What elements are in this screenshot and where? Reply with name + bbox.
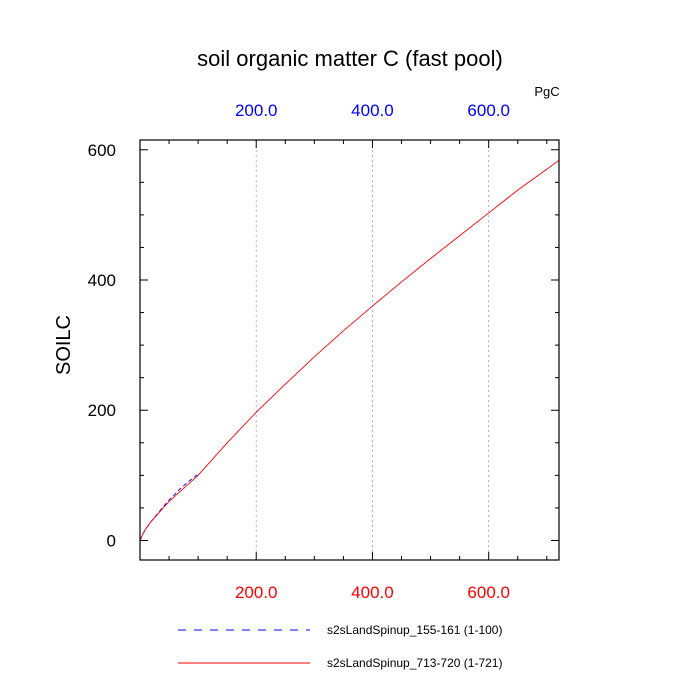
x-tick-label-bottom: 600.0: [467, 583, 510, 602]
y-axis-label: SOILC: [53, 315, 75, 375]
units-label: PgC: [534, 84, 559, 99]
y-tick-label: 200: [88, 401, 116, 420]
x-tick-label-top: 400.0: [351, 101, 394, 120]
x-tick-label-top: 200.0: [235, 101, 278, 120]
tick-labels: 200.0 400.0 600.0 200.0 400.0 600.0 0 200 400 600: [88, 101, 510, 602]
axis-ticks: [140, 140, 559, 560]
series-line-1: [139, 473, 199, 541]
x-tick-label-top: 600.0: [467, 101, 510, 120]
y-tick-label: 400: [88, 271, 116, 290]
plot-frame: [139, 139, 560, 561]
x-tick-label-bottom: 200.0: [235, 583, 278, 602]
series-line-2: [139, 159, 560, 541]
legend: s2sLandSpinup_155-161 (1-100) s2sLandSpi…: [178, 623, 502, 670]
series-lines: [139, 159, 560, 541]
y-tick-label: 600: [88, 141, 116, 160]
grid-lines: [255, 140, 490, 560]
x-tick-label-bottom: 400.0: [351, 583, 394, 602]
y-tick-label: 0: [107, 531, 116, 550]
legend-label-series-1: s2sLandSpinup_155-161 (1-100): [327, 623, 502, 637]
chart-title: soil organic matter C (fast pool): [197, 46, 503, 71]
legend-label-series-2: s2sLandSpinup_713-720 (1-721): [327, 656, 502, 670]
